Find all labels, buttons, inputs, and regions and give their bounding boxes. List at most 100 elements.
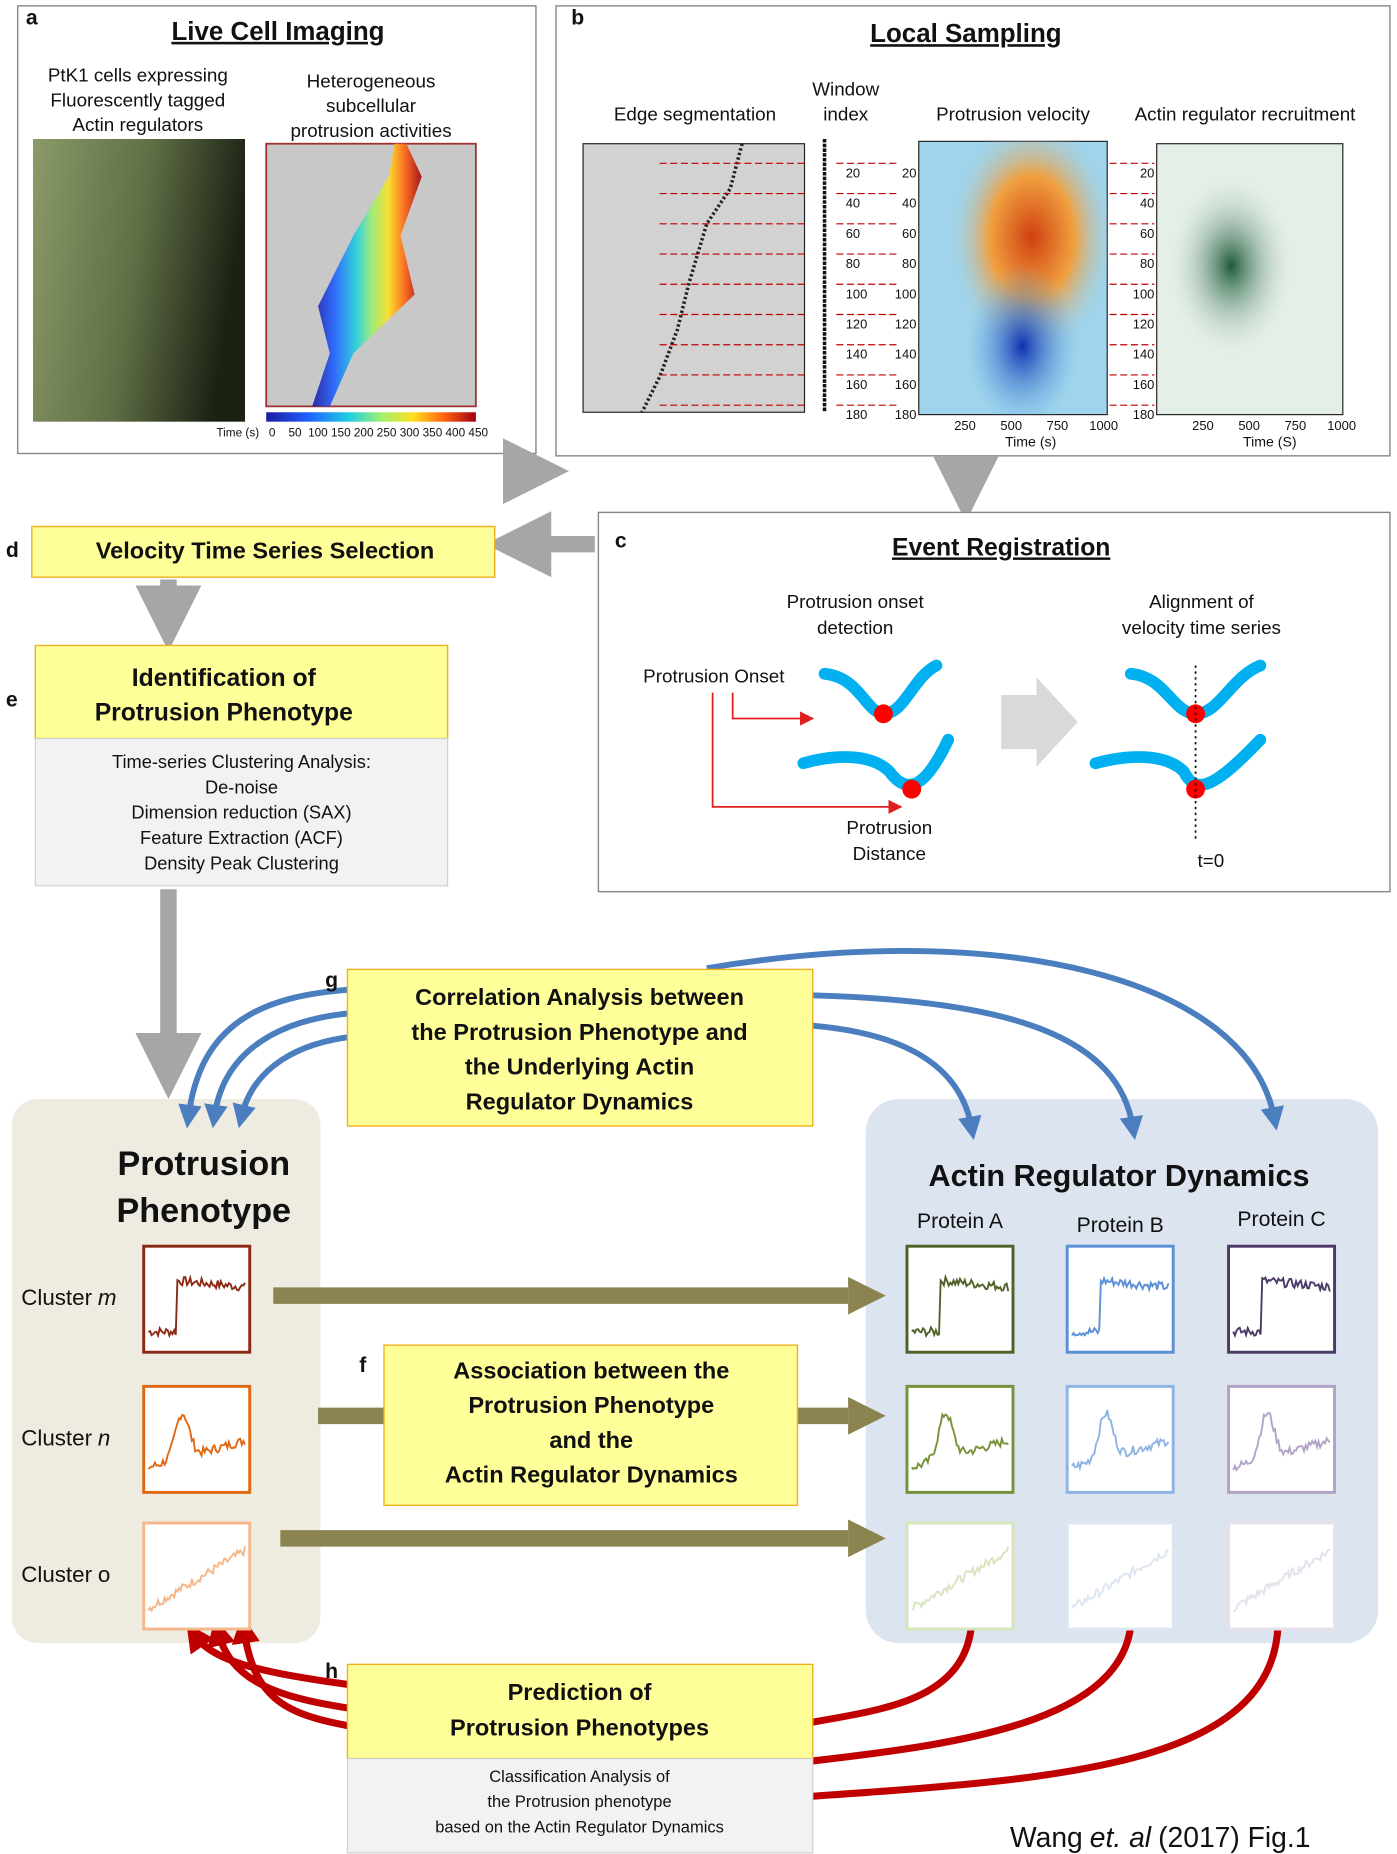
caption: Protrusion onset	[787, 591, 925, 612]
t0-label: t=0	[1198, 850, 1225, 871]
window-tick: 80	[846, 256, 860, 271]
colorbar-tick: 250	[377, 427, 397, 440]
panel-letter: a	[26, 6, 38, 29]
trace-box	[1229, 1246, 1335, 1352]
box-title: Actin Regulator Dynamics	[445, 1462, 738, 1488]
colorbar-tick: 100	[308, 427, 328, 440]
cluster-letter: n	[98, 1425, 110, 1450]
box-title: Correlation Analysis between	[415, 984, 744, 1010]
velocity-y-tick: 180	[895, 407, 917, 422]
colorbar-tick: 50	[288, 427, 302, 440]
step: based on the Actin Regulator Dynamics	[435, 1818, 724, 1836]
protein-label: Protein B	[1077, 1214, 1164, 1237]
panel-letter: g	[325, 969, 338, 992]
box-title: Velocity Time Series Selection	[96, 538, 435, 564]
box-title: Prediction of	[508, 1679, 652, 1705]
recruitment-y-tick: 40	[1140, 196, 1154, 211]
caption: PtK1 cells expressing	[48, 65, 228, 86]
recruitment-y-tick: 100	[1133, 286, 1155, 301]
window-tick: 140	[846, 347, 868, 362]
cluster-name: Cluster	[21, 1425, 92, 1450]
window-tick: 100	[846, 286, 868, 301]
cluster-letter: o	[98, 1562, 110, 1587]
cluster-label: Clustern	[21, 1425, 110, 1450]
window-tick: 160	[846, 377, 868, 392]
velocity-heatmap-cold	[919, 141, 1107, 414]
figure: a Live Cell Imaging PtK1 cells expressing F…	[0, 0, 1397, 1854]
cell-image	[33, 139, 245, 422]
panel-letter: d	[6, 539, 19, 562]
velocity-y-tick: 80	[902, 256, 916, 271]
distance-label: Protrusion	[846, 817, 932, 838]
recruitment-y-tick: 140	[1133, 347, 1155, 362]
box-title: Regulator Dynamics	[466, 1088, 694, 1114]
box-title: Protrusion Phenotype	[468, 1392, 714, 1418]
box-title: Identification of	[132, 665, 317, 692]
panel-letter: c	[615, 529, 627, 552]
window-tick: 60	[846, 226, 860, 241]
caption: velocity time series	[1122, 617, 1281, 638]
page: { "panels": { "a": {"letter": "a", "titl…	[0, 0, 1397, 1854]
caption: Edge segmentation	[614, 103, 776, 124]
step: Feature Extraction (ACF)	[140, 827, 343, 848]
trace-box	[144, 1523, 250, 1629]
recruitment-x-tick: 750	[1285, 418, 1307, 433]
window-tick: 120	[846, 317, 868, 332]
recruitment-blob	[1157, 144, 1343, 415]
colorbar-tick: 450	[468, 427, 488, 440]
velocity-x-tick: 750	[1047, 418, 1069, 433]
step: Dimension reduction (SAX)	[131, 802, 351, 823]
box-title: the Underlying Actin	[465, 1054, 694, 1080]
trace-box	[907, 1246, 1013, 1352]
recruitment-x-tick: 500	[1238, 418, 1260, 433]
caption: Window	[812, 79, 879, 100]
velocity-y-tick: 60	[902, 226, 916, 241]
velocity-x-tick: 500	[1000, 418, 1022, 433]
window-tick: 180	[846, 407, 868, 422]
cluster-label: Clusterm	[21, 1285, 116, 1310]
recruitment-x-tick: 1000	[1327, 418, 1356, 433]
regulator-title: Actin Regulator Dynamics	[928, 1159, 1309, 1193]
step: Classification Analysis of	[489, 1768, 670, 1786]
onset-label: Protrusion Onset	[643, 665, 785, 686]
window-tick: 20	[846, 165, 860, 180]
citation-etal: et. al	[1090, 1821, 1152, 1853]
velocity-x-tick: 250	[954, 418, 976, 433]
velocity-y-tick: 160	[895, 377, 917, 392]
colorbar-tick: 350	[423, 427, 443, 440]
box-title: Protrusion Phenotype	[95, 699, 353, 726]
velocity-y-tick: 140	[895, 347, 917, 362]
axis-label: Time (s)	[1005, 434, 1056, 450]
caption: detection	[817, 617, 893, 638]
citation: Wanget. al(2017) Fig.1	[1010, 1821, 1310, 1853]
caption: Fluorescently tagged	[50, 89, 225, 110]
step: De-noise	[205, 776, 278, 797]
phenotype-title: Protrusion	[117, 1145, 290, 1183]
citation-author: Wang	[1010, 1821, 1083, 1853]
panel-letter: e	[6, 688, 18, 711]
recruitment-y-tick: 120	[1133, 317, 1155, 332]
cluster-name: Cluster	[21, 1285, 92, 1310]
caption: Actin regulator recruitment	[1135, 103, 1357, 124]
cluster-name: Cluster	[21, 1562, 92, 1587]
recruitment-y-tick: 60	[1140, 226, 1154, 241]
step: the Protrusion phenotype	[487, 1793, 671, 1811]
caption: Alignment of	[1149, 591, 1254, 612]
panel-title: Event Registration	[892, 534, 1110, 561]
recruitment-x-tick: 250	[1192, 418, 1214, 433]
colorbar-tick: 150	[331, 427, 351, 440]
box-title: and the	[549, 1427, 633, 1453]
caption: subcellular	[326, 95, 416, 116]
recruitment-y-tick: 180	[1133, 407, 1155, 422]
phenotype-title: Phenotype	[117, 1192, 292, 1230]
trace-box	[1067, 1246, 1173, 1352]
velocity-x-tick: 1000	[1089, 418, 1118, 433]
recruitment-y-tick: 80	[1140, 256, 1154, 271]
panel-title: Live Cell Imaging	[171, 18, 384, 46]
trace-box	[144, 1246, 250, 1352]
velocity-y-tick: 120	[895, 317, 917, 332]
box-title: the Protrusion Phenotype and	[411, 1019, 747, 1045]
colorbar-tick: 0	[269, 427, 276, 440]
caption: Protrusion velocity	[936, 103, 1090, 124]
